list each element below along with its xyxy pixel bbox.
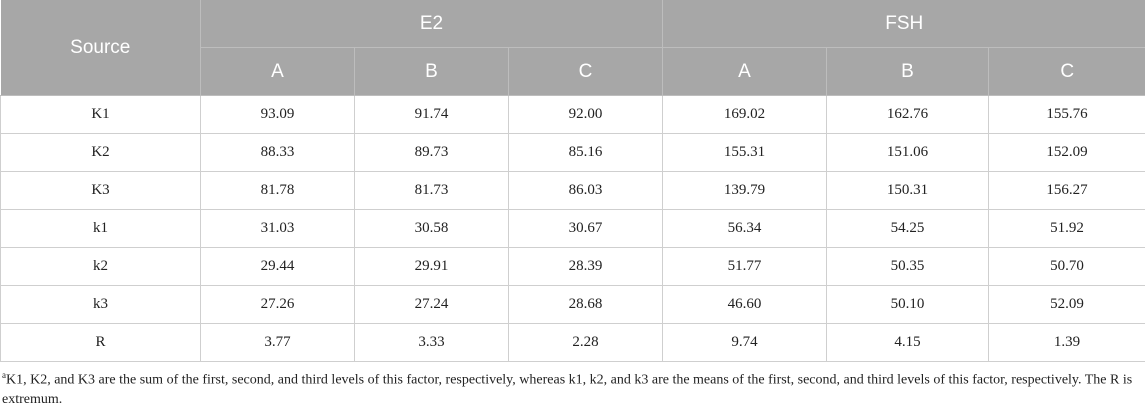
table-row: R 3.77 3.33 2.28 9.74 4.15 1.39 — [0, 323, 1145, 362]
header-cell: A — [200, 47, 355, 96]
table-cell: 29.44 — [200, 247, 355, 286]
table-row: K3 81.78 81.73 86.03 139.79 150.31 156.27 — [0, 171, 1145, 210]
table-cell: 155.31 — [662, 133, 828, 172]
table-cell: 86.03 — [507, 171, 664, 210]
footnote-text: K1, K2, and K3 are the sum of the first,… — [2, 372, 1133, 407]
table-row: k1 31.03 30.58 30.67 56.34 54.25 51.92 — [0, 209, 1145, 248]
row-label: k1 — [0, 209, 201, 248]
table-cell: 93.09 — [200, 95, 355, 134]
table-cell: 3.77 — [200, 323, 355, 362]
table-cell: 56.34 — [662, 209, 828, 248]
table-cell: 162.76 — [826, 95, 990, 134]
table-cell: 85.16 — [507, 133, 664, 172]
header-row: Source E2 FSH — [0, 0, 1145, 96]
header-cell: A — [662, 47, 828, 96]
header-cell: Source — [0, 0, 201, 96]
table-cell: 54.25 — [826, 209, 990, 248]
header-cell: C — [508, 47, 664, 96]
row-label: K3 — [0, 171, 201, 210]
table-cell: 152.09 — [988, 133, 1145, 172]
table-cell: 81.78 — [200, 171, 355, 210]
table-cell: 4.15 — [826, 323, 990, 362]
row-label: K1 — [0, 95, 201, 134]
table-cell: 91.74 — [354, 95, 509, 134]
table-cell: 169.02 — [662, 95, 828, 134]
row-label: R — [0, 323, 201, 362]
table-cell: 139.79 — [662, 171, 828, 210]
row-label: K2 — [0, 133, 201, 172]
table-row: k3 27.26 27.24 28.68 46.60 50.10 52.09 — [0, 285, 1145, 324]
table-cell: 29.91 — [354, 247, 509, 286]
header-cell: B — [354, 47, 509, 96]
table-cell: 28.68 — [507, 285, 664, 324]
table-cell: 46.60 — [662, 285, 828, 324]
table-cell: 27.24 — [354, 285, 509, 324]
table-cell: 9.74 — [662, 323, 828, 362]
table-cell: 155.76 — [988, 95, 1145, 134]
table-cell: 52.09 — [988, 285, 1145, 324]
table-cell: 151.06 — [826, 133, 990, 172]
table-row: K2 88.33 89.73 85.16 155.31 151.06 152.09 — [0, 133, 1145, 172]
table-cell: 3.33 — [354, 323, 509, 362]
table-cell: 150.31 — [826, 171, 990, 210]
header-group: FSH — [662, 0, 1145, 48]
table-row: K1 93.09 91.74 92.00 169.02 162.76 155.76 — [0, 95, 1145, 134]
table-cell: 88.33 — [200, 133, 355, 172]
table-cell: 51.77 — [662, 247, 828, 286]
footnote: aK1, K2, and K3 are the sum of the first… — [0, 362, 1145, 409]
table-row: k2 29.44 29.91 28.39 51.77 50.35 50.70 — [0, 247, 1145, 286]
table-cell: 89.73 — [354, 133, 509, 172]
table-cell: 50.10 — [826, 285, 990, 324]
row-label: k3 — [0, 285, 201, 324]
footnote-marker: a — [2, 370, 6, 380]
table-cell: 92.00 — [507, 95, 664, 134]
table-cell: 28.39 — [507, 247, 664, 286]
row-label: k2 — [0, 247, 201, 286]
table-cell: 81.73 — [354, 171, 509, 210]
table-cell: 51.92 — [988, 209, 1145, 248]
table-cell: 50.70 — [988, 247, 1145, 286]
table-cell: 1.39 — [988, 323, 1145, 362]
table-body: K1 93.09 91.74 92.00 169.02 162.76 155.76 K2 88.… — [0, 95, 1145, 362]
table-cell: 31.03 — [200, 209, 355, 248]
table-cell: 30.67 — [507, 209, 664, 248]
table-cell: 156.27 — [988, 171, 1145, 210]
header-cell: C — [988, 47, 1145, 96]
header-cell: B — [826, 47, 990, 96]
table-cell: 2.28 — [507, 323, 664, 362]
table-cell: 30.58 — [354, 209, 509, 248]
table-cell: 27.26 — [200, 285, 355, 324]
table-cell: 50.35 — [826, 247, 990, 286]
header-group: E2 — [200, 0, 664, 48]
